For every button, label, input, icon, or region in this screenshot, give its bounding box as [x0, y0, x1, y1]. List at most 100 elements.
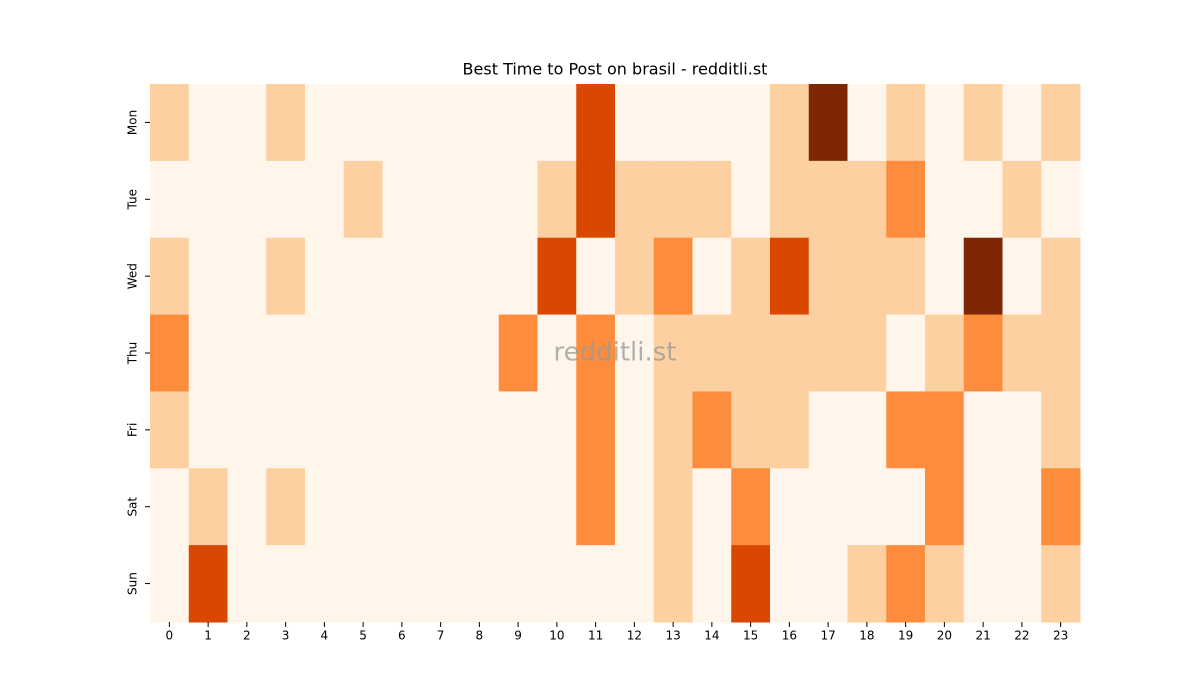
x-tick-label: 9 — [514, 629, 522, 643]
heatmap-cell — [847, 314, 887, 392]
heatmap-cell — [460, 391, 500, 469]
heatmap-cell — [305, 237, 345, 316]
y-tick-label: Tue — [126, 189, 140, 211]
heatmap-cell — [343, 237, 383, 316]
heatmap-cell — [731, 391, 771, 469]
heatmap-cell — [692, 468, 732, 546]
heatmap-cell — [498, 468, 538, 546]
heatmap-cell — [188, 237, 228, 316]
x-tick-label: 11 — [588, 629, 603, 643]
x-tick-label: 8 — [476, 629, 484, 643]
heatmap-cell — [1041, 84, 1081, 162]
heatmap-cell — [692, 84, 732, 162]
heatmap-cell — [925, 160, 965, 239]
heatmap-cell — [808, 391, 848, 469]
heatmap-cell — [150, 314, 190, 392]
y-tick-label: Wed — [126, 263, 140, 289]
heatmap-cell — [576, 237, 616, 316]
heatmap-cell — [615, 237, 655, 316]
heatmap-cell — [537, 314, 577, 392]
heatmap-cell — [847, 545, 887, 623]
heatmap-cell — [963, 84, 1003, 162]
heatmap-cell — [305, 468, 345, 546]
heatmap-cell — [615, 545, 655, 623]
heatmap-cell — [382, 237, 422, 316]
heatmap-cell — [460, 237, 500, 316]
heatmap-cell — [266, 314, 306, 392]
x-tick-label: 7 — [437, 629, 445, 643]
heatmap-cell — [1041, 391, 1081, 469]
heatmap-cell — [227, 391, 267, 469]
heatmap-cell — [266, 468, 306, 546]
heatmap-cell — [847, 160, 887, 239]
heatmap-cell — [770, 237, 810, 316]
heatmap-cell — [382, 84, 422, 162]
x-tick-label: 3 — [282, 629, 290, 643]
heatmap-cell — [925, 391, 965, 469]
heatmap-cell — [188, 391, 228, 469]
heatmap-cell — [537, 391, 577, 469]
heatmap-cell — [421, 314, 461, 392]
heatmap-cell — [188, 160, 228, 239]
heatmap-cell — [1002, 468, 1042, 546]
heatmap-cell — [808, 314, 848, 392]
heatmap-cell — [615, 468, 655, 546]
heatmap-cell — [808, 237, 848, 316]
heatmap-cell — [731, 468, 771, 546]
heatmap-cell — [808, 545, 848, 623]
heatmap-cell — [188, 84, 228, 162]
heatmap-cell — [808, 84, 848, 162]
heatmap-cell — [227, 84, 267, 162]
heatmap-cell — [653, 237, 693, 316]
heatmap-cell — [925, 468, 965, 546]
heatmap-cell — [963, 545, 1003, 623]
heatmap-cell — [537, 160, 577, 239]
heatmap-cell — [382, 314, 422, 392]
heatmap-cell — [847, 391, 887, 469]
heatmap-cell — [343, 160, 383, 239]
heatmap-cell — [653, 314, 693, 392]
heatmap-cell — [537, 237, 577, 316]
heatmap-cell — [343, 84, 383, 162]
heatmap-cell — [382, 160, 422, 239]
heatmap-cell — [925, 237, 965, 316]
heatmap-cell — [963, 468, 1003, 546]
heatmap-cell — [305, 160, 345, 239]
x-tick-label: 17 — [820, 629, 835, 643]
heatmap-cell — [731, 84, 771, 162]
heatmap-cell — [847, 84, 887, 162]
y-tick-label: Fri — [126, 423, 140, 437]
heatmap-cell — [382, 468, 422, 546]
heatmap-cell — [150, 391, 190, 469]
x-tick-label: 23 — [1053, 629, 1068, 643]
heatmap-cell — [692, 237, 732, 316]
heatmap-cell — [886, 160, 926, 239]
heatmap-cell — [770, 84, 810, 162]
x-tick-label: 12 — [627, 629, 642, 643]
heatmap-cell — [886, 237, 926, 316]
heatmap-cell — [963, 391, 1003, 469]
heatmap-cell — [692, 391, 732, 469]
heatmap-cell — [421, 391, 461, 469]
heatmap-cell — [266, 84, 306, 162]
heatmap-cell — [421, 468, 461, 546]
x-tick-label: 10 — [549, 629, 564, 643]
heatmap-cell — [343, 314, 383, 392]
heatmap-cell — [653, 545, 693, 623]
heatmap-cell — [963, 314, 1003, 392]
heatmap-cell — [576, 84, 616, 162]
heatmap-cell — [227, 545, 267, 623]
heatmap-cell — [498, 237, 538, 316]
y-tick-label: Sat — [126, 497, 140, 517]
x-tick-label: 2 — [243, 629, 251, 643]
heatmap-cell — [421, 84, 461, 162]
heatmap-cell — [886, 84, 926, 162]
heatmap-cell — [343, 468, 383, 546]
heatmap-cell — [886, 314, 926, 392]
heatmap-cell — [188, 545, 228, 623]
heatmap-cell — [460, 545, 500, 623]
heatmap-cell — [731, 237, 771, 316]
heatmap-cell — [576, 545, 616, 623]
heatmap-cell — [1002, 84, 1042, 162]
